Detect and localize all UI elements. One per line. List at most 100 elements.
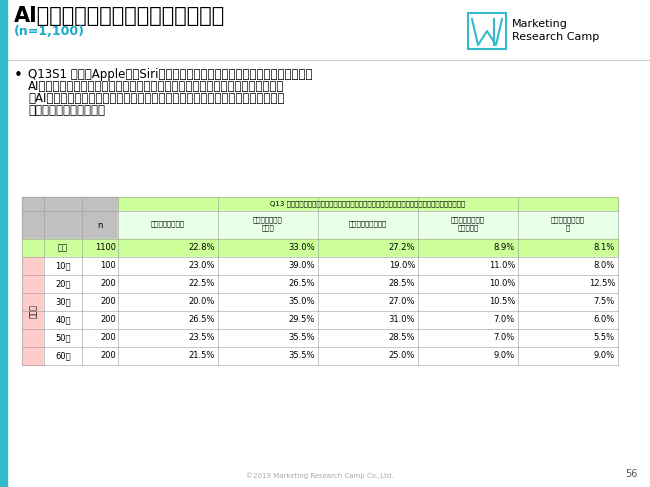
Text: 10.5%: 10.5%: [489, 298, 515, 306]
Text: 35.5%: 35.5%: [289, 352, 315, 360]
Bar: [44, 275, 82, 293]
Bar: [82, 293, 118, 311]
Bar: [518, 275, 618, 293]
Text: Q13 人物や風景などにあわせて自動的にカメラの設定を変えてくれる「カメラコントロール機能」: Q13 人物や風景などにあわせて自動的にカメラの設定を変えてくれる「カメラコント…: [270, 200, 465, 207]
Bar: [82, 329, 118, 347]
Text: どちらともいえない: どちらともいえない: [349, 221, 387, 227]
Text: ©2019 Marketing Research Camp Co.,Ltd.: ©2019 Marketing Research Camp Co.,Ltd.: [246, 472, 394, 479]
Text: 5.5%: 5.5%: [594, 334, 615, 342]
Bar: [318, 239, 418, 257]
Text: 40代: 40代: [55, 316, 71, 324]
Bar: [318, 275, 418, 293]
Bar: [118, 329, 218, 347]
Bar: [318, 257, 418, 275]
Bar: [22, 197, 118, 211]
Text: 9.0%: 9.0%: [594, 352, 615, 360]
Text: 10.0%: 10.0%: [489, 280, 515, 288]
Bar: [22, 239, 44, 257]
Text: 8.9%: 8.9%: [494, 244, 515, 252]
Bar: [218, 293, 318, 311]
Text: 7.0%: 7.0%: [494, 316, 515, 324]
Text: 28.5%: 28.5%: [389, 334, 415, 342]
Text: 30代: 30代: [55, 298, 71, 306]
Text: 200: 200: [100, 352, 116, 360]
Bar: [418, 311, 518, 329]
Bar: [218, 329, 318, 347]
Text: 200: 200: [100, 298, 116, 306]
Text: 27.0%: 27.0%: [389, 298, 415, 306]
Text: 20代: 20代: [55, 280, 71, 288]
Text: 50代: 50代: [55, 334, 71, 342]
Bar: [418, 293, 518, 311]
Text: 全体: 全体: [58, 244, 68, 252]
Bar: [44, 311, 82, 329]
Bar: [0, 0, 7, 487]
Bar: [22, 293, 44, 311]
Text: 27.2%: 27.2%: [389, 244, 415, 252]
Text: 22.5%: 22.5%: [188, 280, 215, 288]
Text: 29.5%: 29.5%: [289, 316, 315, 324]
Text: n: n: [98, 221, 103, 229]
Bar: [318, 311, 418, 329]
Text: 31.0%: 31.0%: [389, 316, 415, 324]
Text: 28.5%: 28.5%: [389, 280, 415, 288]
Text: AIを使用したスマートフォンの機能: AIを使用したスマートフォンの機能: [14, 6, 226, 26]
Bar: [518, 257, 618, 275]
Text: 6.0%: 6.0%: [593, 316, 615, 324]
Text: 100: 100: [100, 262, 116, 270]
Text: 60代: 60代: [55, 352, 71, 360]
Bar: [22, 257, 44, 275]
Text: 33.0%: 33.0%: [289, 244, 315, 252]
Text: 7.0%: 7.0%: [494, 334, 515, 342]
Bar: [118, 293, 218, 311]
Bar: [44, 329, 82, 347]
Bar: [318, 347, 418, 365]
Bar: [22, 311, 44, 329]
Bar: [118, 211, 618, 239]
Bar: [468, 13, 506, 49]
Text: この機能はいらな
い: この機能はいらな い: [551, 217, 585, 231]
Bar: [318, 293, 418, 311]
Text: 26.5%: 26.5%: [188, 316, 215, 324]
Text: この機能はあまり
ほしくない: この機能はあまり ほしくない: [451, 217, 485, 231]
Bar: [118, 347, 218, 365]
Bar: [44, 239, 82, 257]
Text: 年代別: 年代別: [29, 304, 38, 318]
Text: 19.0%: 19.0%: [389, 262, 415, 270]
Bar: [418, 275, 518, 293]
Bar: [418, 329, 518, 347]
Text: 7.5%: 7.5%: [593, 298, 615, 306]
Bar: [44, 293, 82, 311]
Text: Q13S1 昨今、Appleの「Siri」などのようにスマートフォンにも「人工知能（: Q13S1 昨今、Appleの「Siri」などのようにスマートフォンにも「人工知…: [28, 68, 313, 81]
Text: 35.5%: 35.5%: [289, 334, 315, 342]
Text: 23.5%: 23.5%: [188, 334, 215, 342]
Bar: [218, 239, 318, 257]
Text: Marketing: Marketing: [512, 19, 568, 29]
Text: 23.0%: 23.0%: [188, 262, 215, 270]
Text: 39.0%: 39.0%: [289, 262, 315, 270]
Bar: [118, 197, 618, 211]
Bar: [82, 347, 118, 365]
Text: (n=1,100): (n=1,100): [14, 25, 85, 38]
Bar: [518, 311, 618, 329]
Text: 20.0%: 20.0%: [188, 298, 215, 306]
Bar: [218, 257, 318, 275]
Text: 8.1%: 8.1%: [593, 244, 615, 252]
Text: 25.0%: 25.0%: [389, 352, 415, 360]
Text: （AI）」を使用したスマートフォンの機能について、あなたの考えにあてはまる: （AI）」を使用したスマートフォンの機能について、あなたの考えにあてはまる: [28, 92, 285, 105]
Bar: [118, 275, 218, 293]
Bar: [518, 293, 618, 311]
Bar: [218, 347, 318, 365]
Text: 12.5%: 12.5%: [589, 280, 615, 288]
Text: ものをお選びください。: ものをお選びください。: [28, 104, 105, 117]
Bar: [22, 347, 44, 365]
Bar: [418, 257, 518, 275]
Bar: [418, 239, 518, 257]
Text: 200: 200: [100, 280, 116, 288]
Bar: [518, 329, 618, 347]
Text: 10代: 10代: [55, 262, 71, 270]
Bar: [218, 275, 318, 293]
Bar: [518, 347, 618, 365]
Text: 8.0%: 8.0%: [593, 262, 615, 270]
Text: この機能はやや
ほしい: この機能はやや ほしい: [253, 217, 283, 231]
